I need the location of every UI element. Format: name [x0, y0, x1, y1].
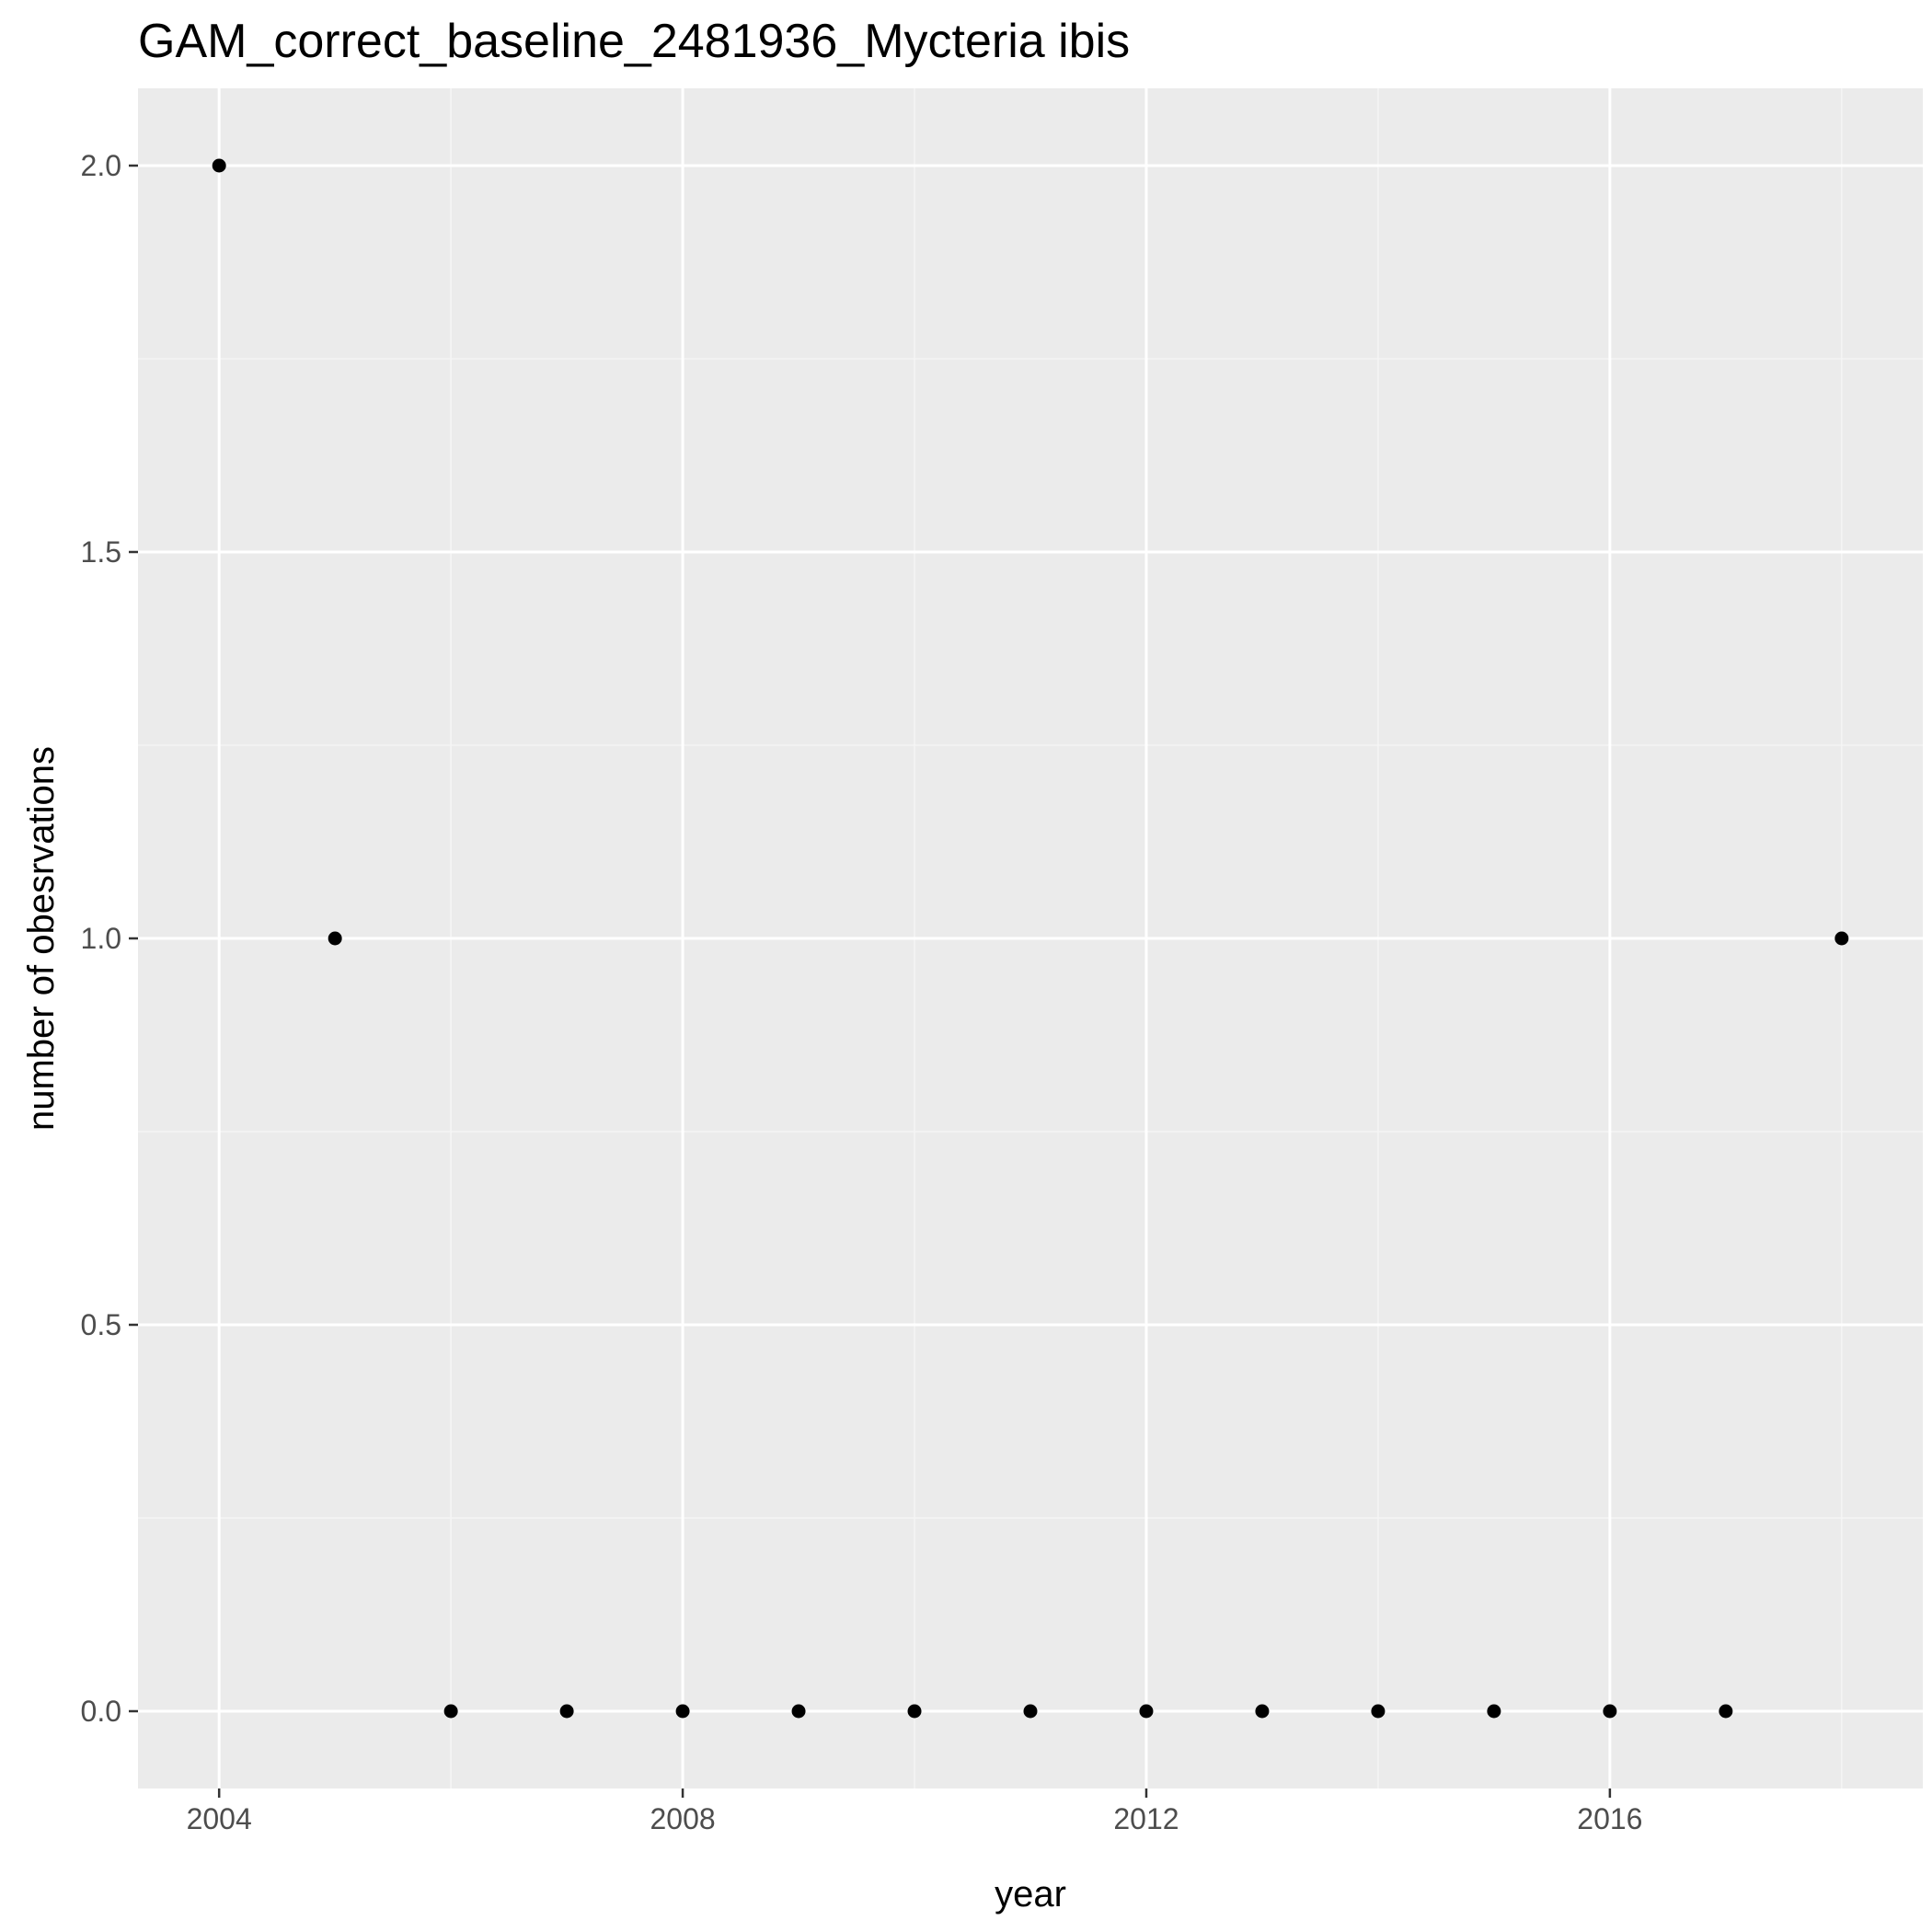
x-tick-label: 2004 — [187, 1802, 252, 1835]
data-point — [1603, 1704, 1617, 1719]
major-grid — [138, 88, 1923, 1788]
data-point — [1371, 1704, 1386, 1719]
y-tick-label: 0.0 — [81, 1695, 121, 1728]
data-point — [443, 1704, 458, 1719]
x-tick-label: 2008 — [650, 1802, 715, 1835]
y-axis: 0.0 0.5 1.0 1.5 2.0 — [81, 149, 138, 1728]
y-tick-label: 0.5 — [81, 1308, 121, 1341]
data-point — [1834, 931, 1849, 946]
data-point — [907, 1704, 922, 1719]
data-point — [675, 1704, 690, 1719]
data-point — [328, 931, 342, 946]
x-axis-label: year — [995, 1874, 1066, 1915]
y-axis-label: number of obesrvations — [21, 746, 62, 1131]
data-point — [1719, 1704, 1733, 1719]
data-points — [212, 158, 1849, 1719]
data-point — [212, 158, 226, 173]
data-point — [1487, 1704, 1501, 1719]
y-tick-label: 2.0 — [81, 149, 121, 182]
y-tick-label: 1.0 — [81, 922, 121, 955]
data-point — [1023, 1704, 1038, 1719]
x-tick-label: 2012 — [1113, 1802, 1179, 1835]
data-point — [1139, 1704, 1154, 1719]
data-point — [559, 1704, 574, 1719]
x-tick-label: 2016 — [1577, 1802, 1642, 1835]
y-tick-label: 1.5 — [81, 535, 121, 569]
x-axis: 2004 2008 2012 2016 — [187, 1788, 1642, 1835]
chart-title: GAM_correct_baseline_2481936_Mycteria ib… — [138, 15, 1130, 68]
data-point — [791, 1704, 806, 1719]
data-point — [1255, 1704, 1270, 1719]
